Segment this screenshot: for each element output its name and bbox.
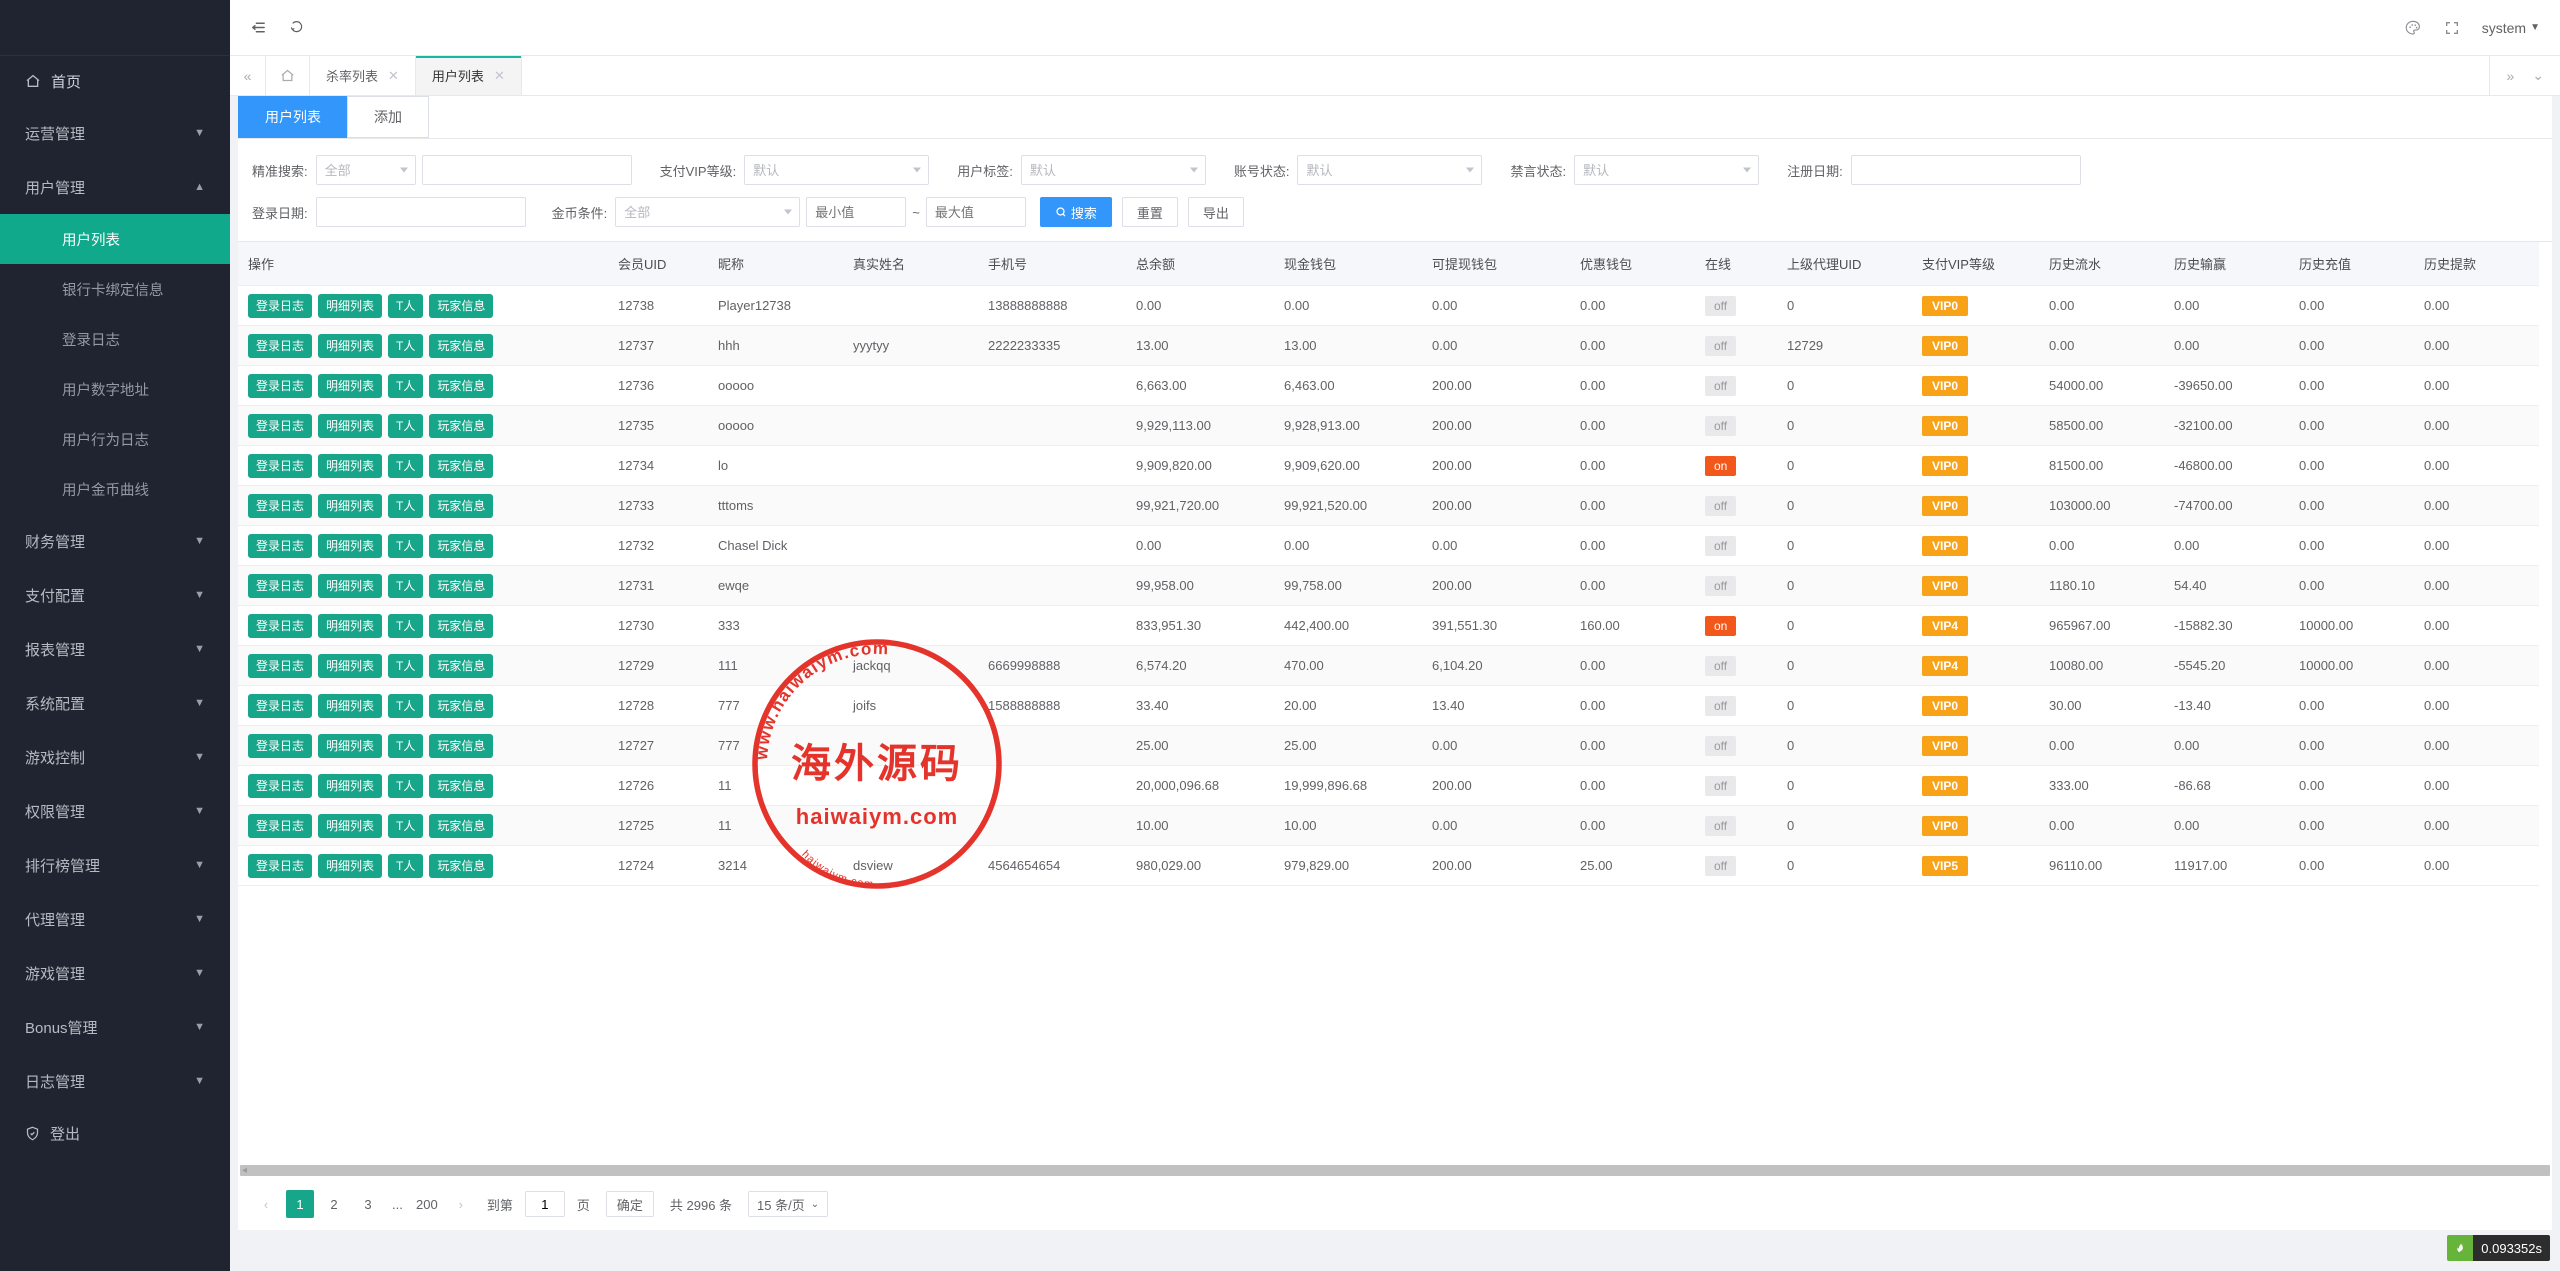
svg-text:海外源码: 海外源码	[791, 742, 963, 786]
svg-text:haiwaiym.com: haiwaiym.com	[796, 804, 958, 829]
